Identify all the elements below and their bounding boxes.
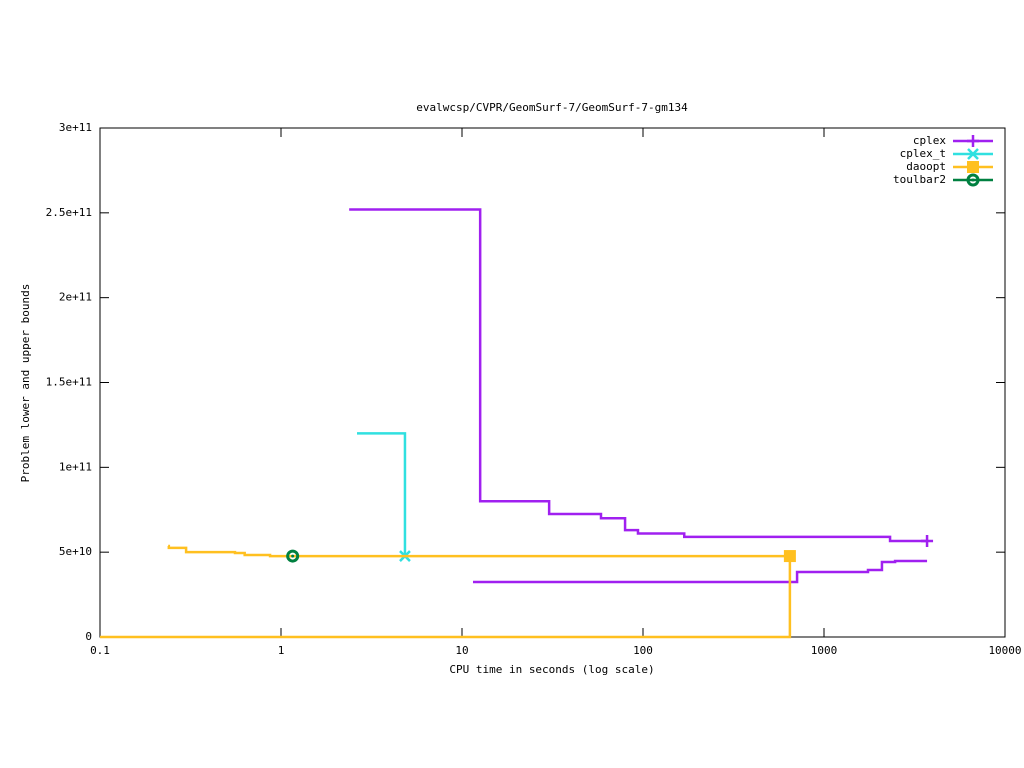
series-marker — [921, 534, 934, 547]
x-tick-label: 0.1 — [90, 644, 110, 657]
series-line — [167, 544, 790, 558]
y-axis-label: Problem lower and upper bounds — [19, 284, 32, 483]
y-tick-label: 1.5e+11 — [46, 376, 92, 389]
marker-shape — [967, 135, 979, 147]
y-tick-label: 0 — [85, 630, 92, 643]
series-line — [357, 432, 407, 557]
marker-shape — [966, 173, 980, 187]
marker-shape — [967, 148, 979, 160]
legend-marker — [966, 173, 980, 187]
marker-shape — [971, 178, 975, 182]
series-line — [349, 208, 928, 543]
legend-label: cplex — [913, 134, 946, 147]
x-tick-label: 10000 — [988, 644, 1021, 657]
y-tick-label: 3e+11 — [59, 121, 92, 134]
chart-title: evalwcsp/CVPR/GeomSurf-7/GeomSurf-7-gm13… — [416, 101, 688, 114]
x-axis-label: CPU time in seconds (log scale) — [449, 663, 654, 676]
legend-label: daoopt — [906, 160, 946, 173]
y-tick-label: 2e+11 — [59, 291, 92, 304]
marker-shape — [286, 549, 300, 563]
legend-marker — [967, 161, 979, 173]
x-tick-label: 100 — [633, 644, 653, 657]
x-tick-label: 10 — [455, 644, 468, 657]
x-tick-label: 1000 — [811, 644, 838, 657]
x-tick-label: 1 — [278, 644, 285, 657]
legend-marker — [967, 135, 979, 147]
legend-marker — [967, 148, 979, 160]
marker-shape — [967, 161, 979, 173]
legend-label: toulbar2 — [893, 173, 946, 186]
y-tick-label: 5e+10 — [59, 545, 92, 558]
plot-frame — [99, 127, 1006, 638]
series-marker — [286, 549, 300, 563]
legend-label: cplex_t — [900, 147, 946, 160]
marker-shape — [921, 534, 934, 547]
series-line — [100, 556, 792, 639]
y-tick-label: 2.5e+11 — [46, 206, 92, 219]
marker-shape — [291, 554, 295, 558]
series-line — [472, 559, 928, 584]
y-tick-label: 1e+11 — [59, 460, 92, 473]
